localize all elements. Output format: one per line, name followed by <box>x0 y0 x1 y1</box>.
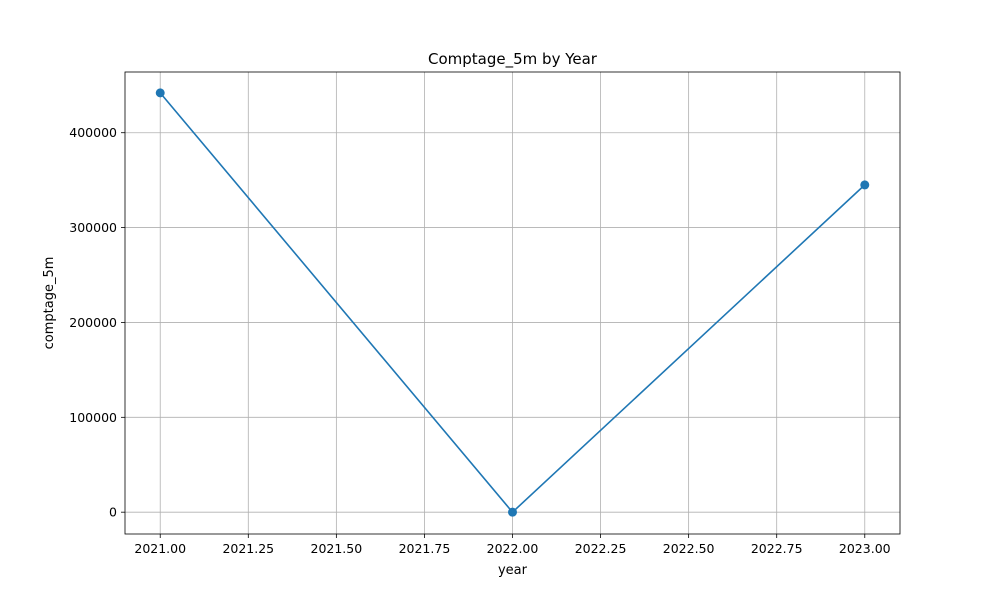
y-tick-label: 100000 <box>69 410 117 425</box>
series-layer <box>155 88 870 517</box>
x-tick-label: 2022.50 <box>663 541 715 556</box>
x-tick-label: 2022.75 <box>751 541 803 556</box>
data-point <box>508 507 517 517</box>
data-point <box>155 88 165 98</box>
ticks: 2021.00 2021.25 2021.50 2021.75 2022.00 2022.… <box>69 125 890 556</box>
x-tick-label: 2021.00 <box>134 541 186 556</box>
y-tick-label: 200000 <box>69 315 117 330</box>
x-tick-label: 2021.75 <box>399 541 451 556</box>
y-axis-label: comptage_5m <box>42 257 57 350</box>
chart-title: Comptage_5m by Year <box>428 50 598 69</box>
x-tick-label: 2022.25 <box>575 541 627 556</box>
y-tick-label: 300000 <box>69 220 117 235</box>
x-tick-label: 2022.00 <box>487 541 539 556</box>
x-tick-label: 2021.50 <box>311 541 363 556</box>
x-tick-label: 2021.25 <box>222 541 274 556</box>
grid <box>125 72 900 534</box>
x-axis-label: year <box>498 563 528 578</box>
x-tick-label: 2023.00 <box>839 541 891 556</box>
data-point <box>860 180 870 190</box>
y-tick-label: 400000 <box>69 125 117 140</box>
y-tick-label: 0 <box>109 505 117 520</box>
